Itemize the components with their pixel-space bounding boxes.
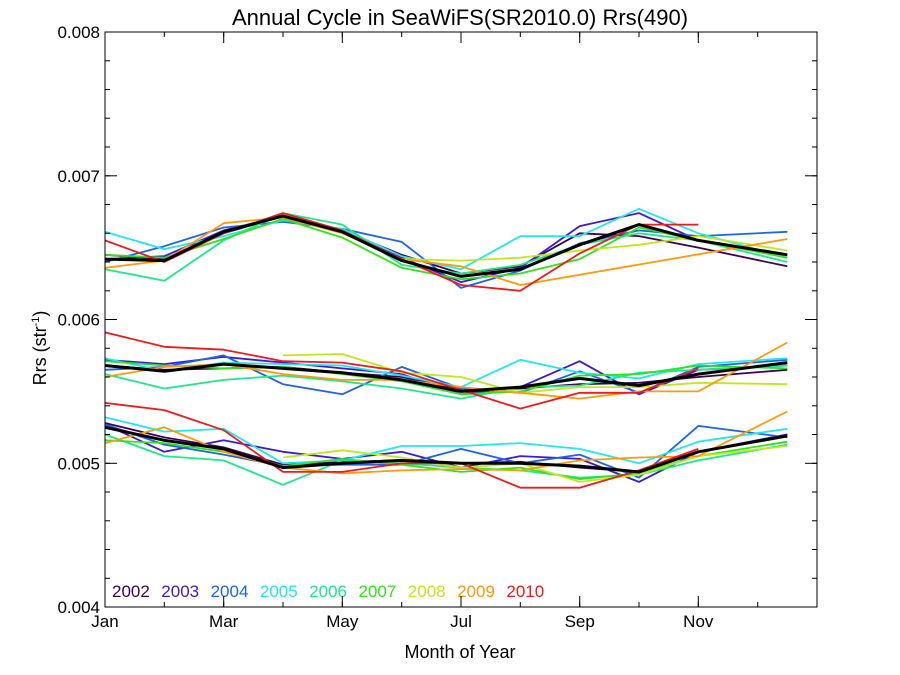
y-tick-label: 0.007 — [57, 167, 100, 186]
x-tick-label-nov: Nov — [683, 612, 714, 631]
x-axis-label: Month of Year — [404, 642, 515, 662]
x-tick-label-jul: Jul — [450, 612, 472, 631]
series-2007-line-1 — [104, 217, 788, 281]
legend-2005: 2005 — [260, 582, 298, 601]
series-2004-line-1 — [104, 220, 788, 289]
x-tick-label-may: May — [326, 612, 359, 631]
plot-frame — [104, 31, 818, 608]
legend-2002: 2002 — [112, 582, 150, 601]
series-2010-line-2 — [104, 331, 699, 410]
series-2010-line-3 — [104, 402, 699, 489]
mean-line-3 — [104, 425, 788, 474]
legend: 2002 2003 2004 2005 2006 2007 2008 2009 2010 — [112, 582, 544, 601]
y-tick-label: 0.005 — [57, 454, 100, 473]
series-2003-line-3 — [104, 423, 788, 483]
y-tick-label: 0.004 — [57, 598, 100, 617]
x-tick-label-sep: Sep — [565, 612, 595, 631]
series-2010-line-1 — [104, 212, 699, 292]
y-axis-label: Rrs (str-1) — [30, 311, 50, 386]
series-2006-line-2 — [104, 364, 788, 400]
y-axis-label-base: Rrs (str — [30, 326, 50, 385]
mean-line-2 — [104, 361, 788, 393]
y-axis-label-close: ) — [30, 311, 50, 317]
axes: 0.004 0.005 0.006 0.007 0.008 Jan Mar May Jul Sep… — [57, 23, 818, 631]
series-2007-line-2 — [104, 360, 788, 396]
chart-title: Annual Cycle in SeaWiFS(SR2010.0) Rrs(49… — [232, 5, 688, 30]
y-axis-label-superscript: -1 — [30, 317, 42, 327]
series-2007-line-3 — [104, 439, 788, 481]
mean-line-1 — [104, 214, 788, 278]
x-tick-label-mar: Mar — [209, 612, 239, 631]
plot-lines — [104, 207, 788, 489]
legend-2007: 2007 — [359, 582, 397, 601]
legend-2006: 2006 — [309, 582, 347, 601]
series-2008-line-2 — [401, 235, 788, 262]
series-2006-line-1 — [104, 212, 788, 282]
legend-2010: 2010 — [506, 582, 544, 601]
x-tick-label-jan: Jan — [91, 612, 118, 631]
legend-2009: 2009 — [457, 582, 495, 601]
y-tick-label: 0.008 — [57, 23, 100, 42]
legend-2003: 2003 — [161, 582, 199, 601]
legend-2004: 2004 — [211, 582, 249, 601]
series-2005-line-3 — [104, 416, 788, 465]
y-tick-label: 0.006 — [57, 311, 100, 330]
legend-2008: 2008 — [408, 582, 446, 601]
